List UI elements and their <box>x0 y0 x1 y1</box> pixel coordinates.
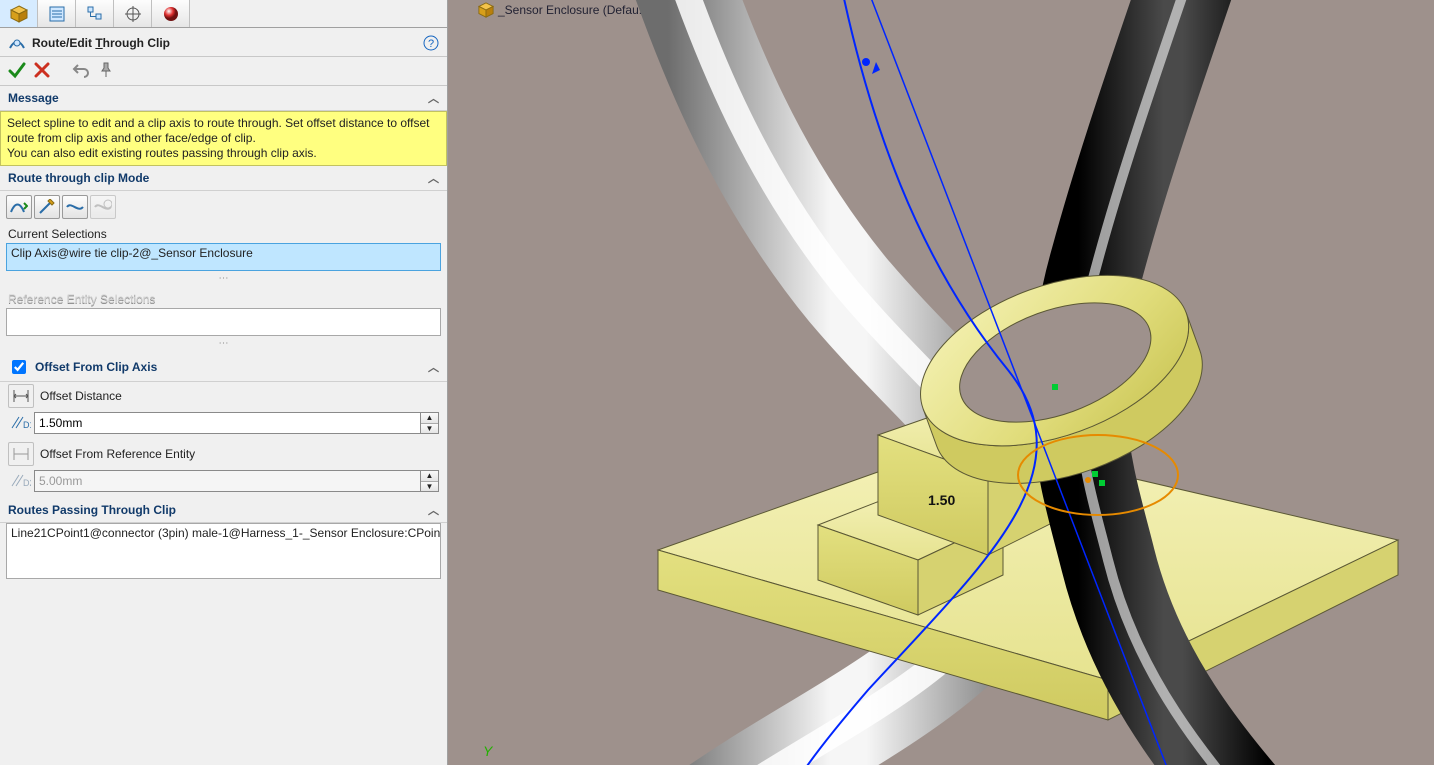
selection-item[interactable]: Clip Axis@wire tie clip-2@_Sensor Enclos… <box>11 246 436 260</box>
current-selections-list[interactable]: Clip Axis@wire tie clip-2@_Sensor Enclos… <box>6 243 441 271</box>
section-header-message[interactable]: Message ︿ <box>0 86 447 111</box>
x-icon <box>34 62 50 78</box>
tab-configuration-manager[interactable] <box>76 0 114 27</box>
chevron-up-icon: ︿ <box>428 359 439 375</box>
panel-title-text: Route/Edit Through Clip <box>32 36 170 50</box>
check-icon <box>8 61 26 79</box>
svg-text:D2: D2 <box>23 478 31 488</box>
mode4-icon <box>94 199 112 215</box>
tab-feature-manager[interactable] <box>0 0 38 27</box>
offset-distance-label: Offset Distance <box>40 389 122 403</box>
route-clip-icon <box>8 34 26 52</box>
distance-icon <box>12 388 30 404</box>
distance-icon <box>12 446 30 462</box>
pin-button[interactable] <box>98 62 114 78</box>
undo-icon <box>72 62 90 78</box>
tab-dimxpert[interactable] <box>114 0 152 27</box>
dimension-callout[interactable]: 1.50 <box>928 492 955 508</box>
panel-action-row <box>0 57 447 86</box>
resize-grip[interactable]: ⋯ <box>0 338 447 349</box>
dimension-d2-icon: D2 <box>8 470 34 492</box>
offset-ref-icon-button[interactable] <box>8 442 34 466</box>
offset-distance-input[interactable] <box>34 412 421 434</box>
orange-center-dot <box>1085 477 1091 483</box>
pin-icon <box>98 62 114 78</box>
mode-add-route-button[interactable] <box>6 195 32 219</box>
tree-icon <box>86 5 104 23</box>
blue-line-handle[interactable] <box>862 58 870 66</box>
offset-from-clip-axis-checkbox[interactable] <box>12 360 26 374</box>
undo-button[interactable] <box>72 62 90 78</box>
offset-distance-icon-button[interactable] <box>8 384 34 408</box>
cancel-button[interactable] <box>34 62 50 78</box>
property-manager-panel: Route/Edit Through Clip ? Message ︿ Sele… <box>0 0 448 765</box>
ok-button[interactable] <box>8 61 26 79</box>
resize-grip[interactable]: ⋯ <box>0 273 447 284</box>
mode1-icon <box>10 199 28 215</box>
graphics-viewport[interactable]: _Sensor Enclosure (Defau... <box>448 0 1434 765</box>
section-label: Route through clip Mode <box>8 171 149 185</box>
dimension-d1-icon: D1 <box>8 412 34 434</box>
offset-ref-spinner: ▲▼ <box>421 470 439 492</box>
target-icon <box>124 5 142 23</box>
chevron-up-icon: ︿ <box>428 502 439 518</box>
panel-header: Route/Edit Through Clip ? <box>0 28 447 57</box>
routes-list[interactable]: Line21CPoint1@connector (3pin) male-1@Ha… <box>6 523 441 579</box>
mode-wire-button[interactable] <box>62 195 88 219</box>
mode-disabled-button <box>90 195 116 219</box>
mode-edit-route-button[interactable] <box>34 195 60 219</box>
spin-up[interactable]: ▲ <box>421 413 438 424</box>
chevron-up-icon: ︿ <box>428 90 439 106</box>
tab-property-manager[interactable] <box>38 0 76 27</box>
cube-icon <box>10 5 28 23</box>
help-button[interactable]: ? <box>423 35 439 51</box>
reference-entity-label: Reference Entity Selections <box>0 288 447 308</box>
svg-text:D1: D1 <box>23 420 31 430</box>
message-box: Select spline to edit and a clip axis to… <box>0 111 447 166</box>
route-item[interactable]: Line21CPoint1@connector (3pin) male-1@Ha… <box>11 526 436 540</box>
section-header-offset[interactable]: Offset From Clip Axis ︿ <box>0 353 447 382</box>
blue-line-arrow <box>872 62 880 74</box>
triad-y-label: Y <box>483 743 492 759</box>
scene-svg: 1.50 <box>448 0 1434 765</box>
sphere-icon <box>162 5 180 23</box>
panel-tabbar <box>0 0 447 28</box>
chevron-up-icon: ︿ <box>428 170 439 186</box>
offset-ref-input <box>34 470 421 492</box>
section-label: Routes Passing Through Clip <box>8 503 176 517</box>
section-header-routes[interactable]: Routes Passing Through Clip ︿ <box>0 498 447 523</box>
reference-entity-list[interactable] <box>6 308 441 336</box>
section-header-mode[interactable]: Route through clip Mode ︿ <box>0 166 447 191</box>
svg-text:?: ? <box>428 38 434 50</box>
help-icon: ? <box>423 35 439 51</box>
current-selections-label: Current Selections <box>0 223 447 243</box>
offset-distance-spinner[interactable]: ▲▼ <box>421 412 439 434</box>
spin-down[interactable]: ▼ <box>421 424 438 434</box>
mode2-icon <box>38 199 56 215</box>
section-label: Message <box>8 91 59 105</box>
section-label: Offset From Clip Axis <box>35 360 157 374</box>
offset-ref-label: Offset From Reference Entity <box>40 447 195 461</box>
mode-toolbar <box>0 191 447 223</box>
list-icon <box>48 5 66 23</box>
mode3-icon <box>66 199 84 215</box>
tab-render[interactable] <box>152 0 190 27</box>
